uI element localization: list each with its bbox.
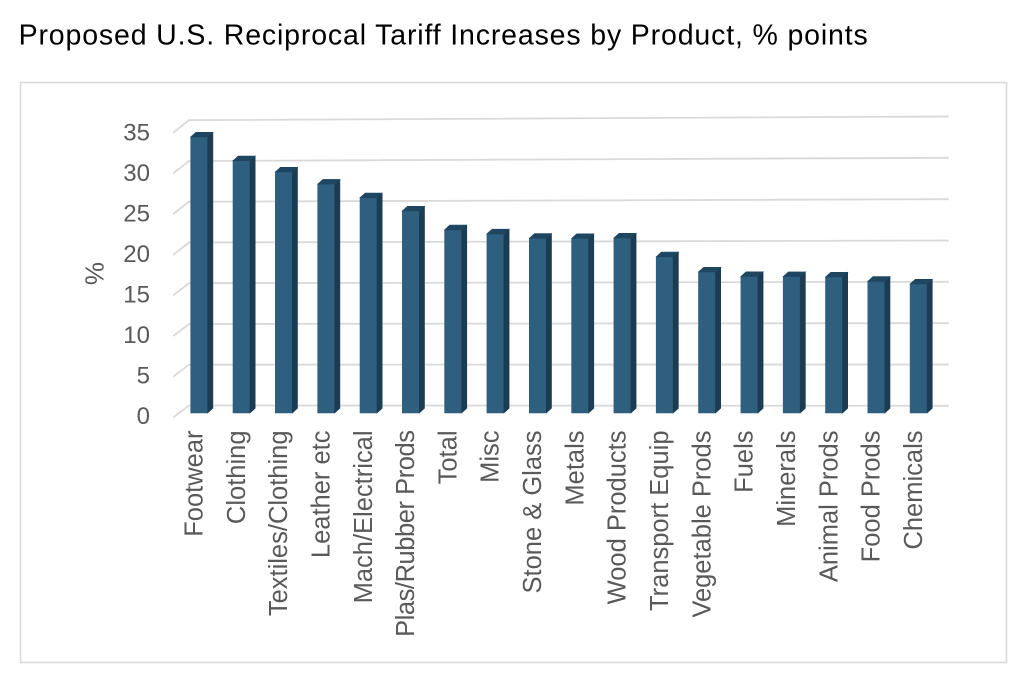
svg-text:10: 10 [123, 322, 150, 349]
svg-text:0: 0 [137, 403, 150, 430]
svg-text:Clothing: Clothing [223, 431, 251, 525]
svg-text:35: 35 [123, 120, 150, 147]
svg-text:Mach/Electrical: Mach/Electrical [350, 431, 378, 604]
svg-text:Proposed U.S. Reciprocal Tarif: Proposed U.S. Reciprocal Tariff Increase… [19, 20, 869, 52]
svg-text:Textiles/Clothing: Textiles/Clothing [265, 431, 293, 617]
svg-text:Animal Prods: Animal Prods [815, 431, 843, 583]
svg-text:Minerals: Minerals [773, 431, 801, 527]
svg-text:Plas/Rubber Prods: Plas/Rubber Prods [392, 431, 420, 637]
svg-text:Leather etc: Leather etc [308, 430, 336, 558]
svg-text:Stone & Glass: Stone & Glass [519, 431, 547, 594]
svg-text:%: % [80, 262, 110, 285]
svg-text:Footwear: Footwear [181, 430, 209, 537]
svg-text:Wood Products: Wood Products [604, 431, 632, 605]
svg-text:Chemicals: Chemicals [900, 431, 928, 550]
svg-text:Metals: Metals [561, 431, 589, 506]
svg-text:Food Prods: Food Prods [858, 431, 886, 563]
svg-text:25: 25 [123, 201, 150, 228]
svg-text:20: 20 [123, 241, 150, 268]
svg-text:Vegetable Prods: Vegetable Prods [688, 431, 716, 618]
svg-text:30: 30 [123, 160, 150, 187]
svg-text:15: 15 [123, 282, 150, 309]
svg-text:5: 5 [137, 363, 150, 390]
svg-text:Transport Equip: Transport Equip [646, 431, 674, 611]
svg-text:Fuels: Fuels [731, 431, 759, 493]
svg-text:Misc: Misc [477, 430, 505, 483]
svg-text:Total: Total [434, 431, 462, 485]
